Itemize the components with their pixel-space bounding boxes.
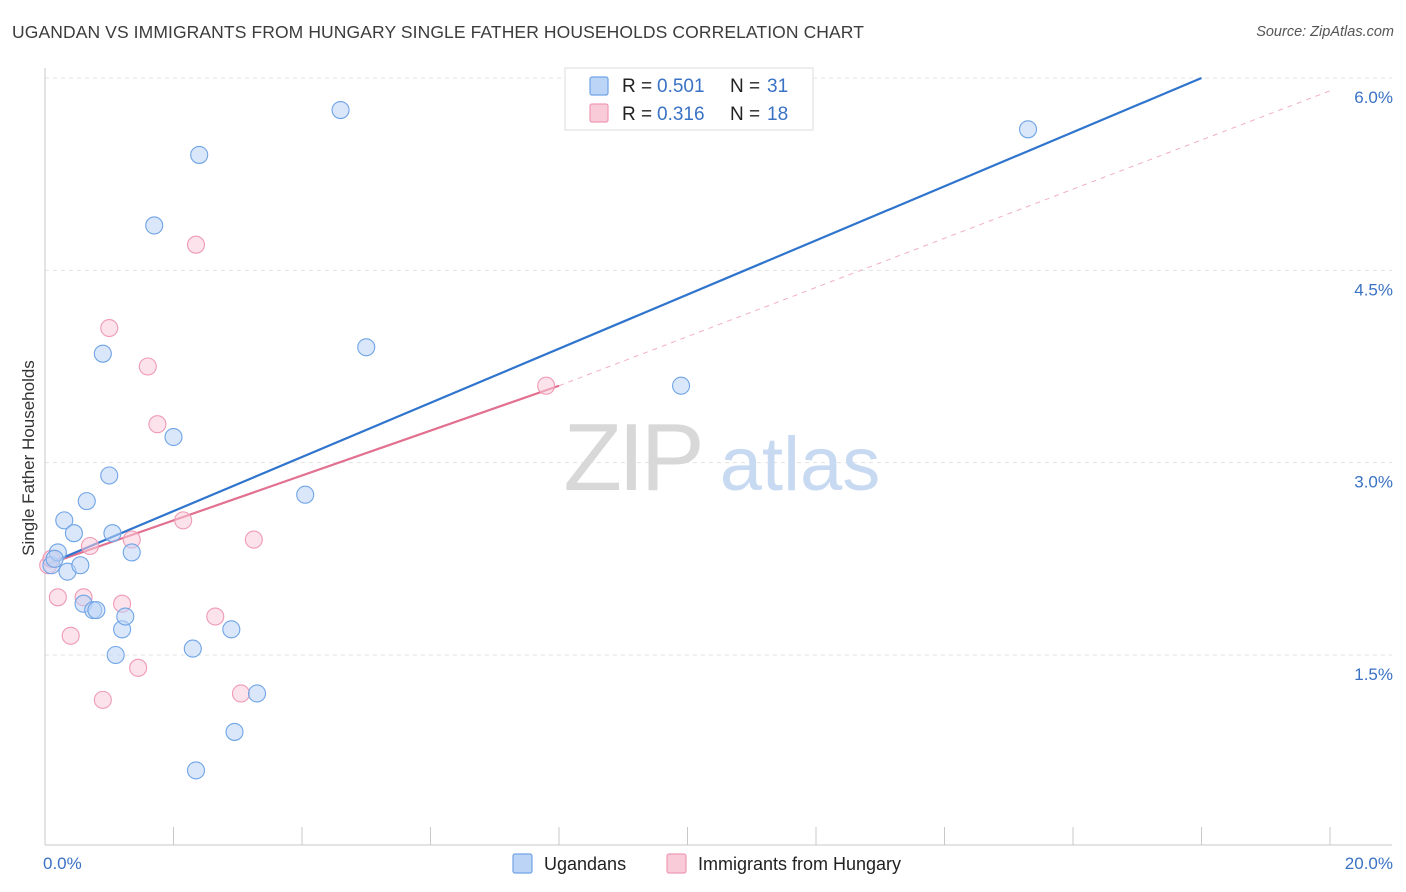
data-point-ugandans (64, 524, 83, 543)
stats-n-label-2: N = (730, 104, 760, 125)
data-point-hungary (138, 357, 157, 376)
x-tick-label-min: 0.0% (43, 854, 82, 873)
data-point-hungary (93, 690, 112, 709)
legend-swatch-ugandans (512, 853, 533, 874)
series-legend: Ugandans Immigrants from Hungary (512, 853, 901, 874)
stats-r-value-ugandans: 0.501 (657, 76, 705, 97)
y-tick-label: 1.5% (1354, 665, 1393, 684)
data-point-hungary (231, 684, 251, 703)
trend-line-hungary (44, 384, 560, 567)
data-point-hungary (61, 626, 80, 645)
data-point-ugandans (145, 216, 164, 235)
legend-label-ugandans: Ugandans (544, 854, 626, 874)
stats-n-value-hungary: 18 (767, 104, 788, 125)
stats-r-value-hungary: 0.316 (657, 104, 705, 125)
data-point-ugandans (247, 684, 267, 703)
data-point-ugandans (296, 485, 315, 504)
trend-line-hungary-extrapolated (558, 90, 1331, 387)
data-point-hungary (174, 511, 193, 530)
stats-n-label-1: N = (730, 76, 760, 97)
data-point-ugandans (183, 639, 202, 658)
data-point-ugandans (164, 427, 183, 447)
data-point-ugandans (1018, 120, 1038, 139)
stats-r-label-1: R = (622, 76, 652, 97)
data-points (39, 101, 1038, 780)
data-point-ugandans (186, 761, 206, 780)
chart-title: UGANDAN VS IMMIGRANTS FROM HUNGARY SINGL… (12, 22, 865, 42)
data-point-ugandans (357, 338, 376, 357)
data-point-ugandans (103, 524, 122, 543)
stats-r-label-2: R = (622, 104, 652, 125)
y-tick-label: 6.0% (1354, 88, 1393, 107)
y-tick-label: 4.5% (1354, 280, 1393, 299)
data-point-hungary (129, 658, 148, 677)
data-point-ugandans (87, 601, 106, 620)
data-point-ugandans (55, 511, 74, 530)
legend-label-hungary: Immigrants from Hungary (698, 854, 901, 874)
watermark-zip: ZIP (563, 404, 700, 511)
data-point-ugandans (106, 645, 125, 665)
stats-swatch-hungary (589, 103, 609, 123)
stats-n-value-ugandans: 31 (767, 76, 788, 97)
stats-swatch-ugandans (589, 76, 609, 96)
data-point-ugandans (116, 607, 135, 626)
stats-legend: R = 0.501 N = 31 R = 0.316 N = 18 (564, 67, 814, 131)
data-point-hungary (186, 235, 206, 254)
data-point-ugandans (93, 344, 112, 363)
data-point-hungary (80, 536, 100, 556)
data-point-ugandans (45, 549, 64, 568)
trend-line-ugandans (44, 76, 1202, 567)
y-axis-label: Single Father Households (19, 360, 38, 556)
data-point-ugandans (331, 101, 350, 120)
data-point-hungary (100, 318, 119, 338)
data-point-hungary (244, 530, 263, 549)
tick-labels: 1.5% 3.0% 4.5% 6.0% 0.0% 20.0% (43, 88, 1393, 873)
data-point-ugandans (122, 543, 141, 562)
x-tick-label-max: 20.0% (1345, 854, 1393, 873)
data-point-ugandans (71, 556, 90, 575)
axes (44, 68, 1392, 846)
watermark-atlas: atlas (720, 422, 881, 507)
data-point-ugandans (222, 620, 241, 639)
data-point-hungary (148, 415, 167, 434)
grid-lines (45, 77, 1392, 656)
source-credit: Source: ZipAtlas.com (1256, 24, 1394, 40)
data-point-ugandans (225, 722, 244, 741)
zipatlas-watermark: ZIP atlas (563, 404, 880, 511)
y-tick-label: 3.0% (1354, 473, 1393, 492)
data-point-hungary (537, 376, 556, 395)
data-point-ugandans (77, 492, 96, 511)
data-point-hungary (48, 588, 67, 607)
data-point-ugandans (100, 466, 119, 485)
data-point-hungary (206, 607, 225, 626)
data-point-ugandans (672, 376, 691, 395)
data-point-ugandans (190, 145, 209, 164)
legend-swatch-hungary (666, 853, 687, 874)
